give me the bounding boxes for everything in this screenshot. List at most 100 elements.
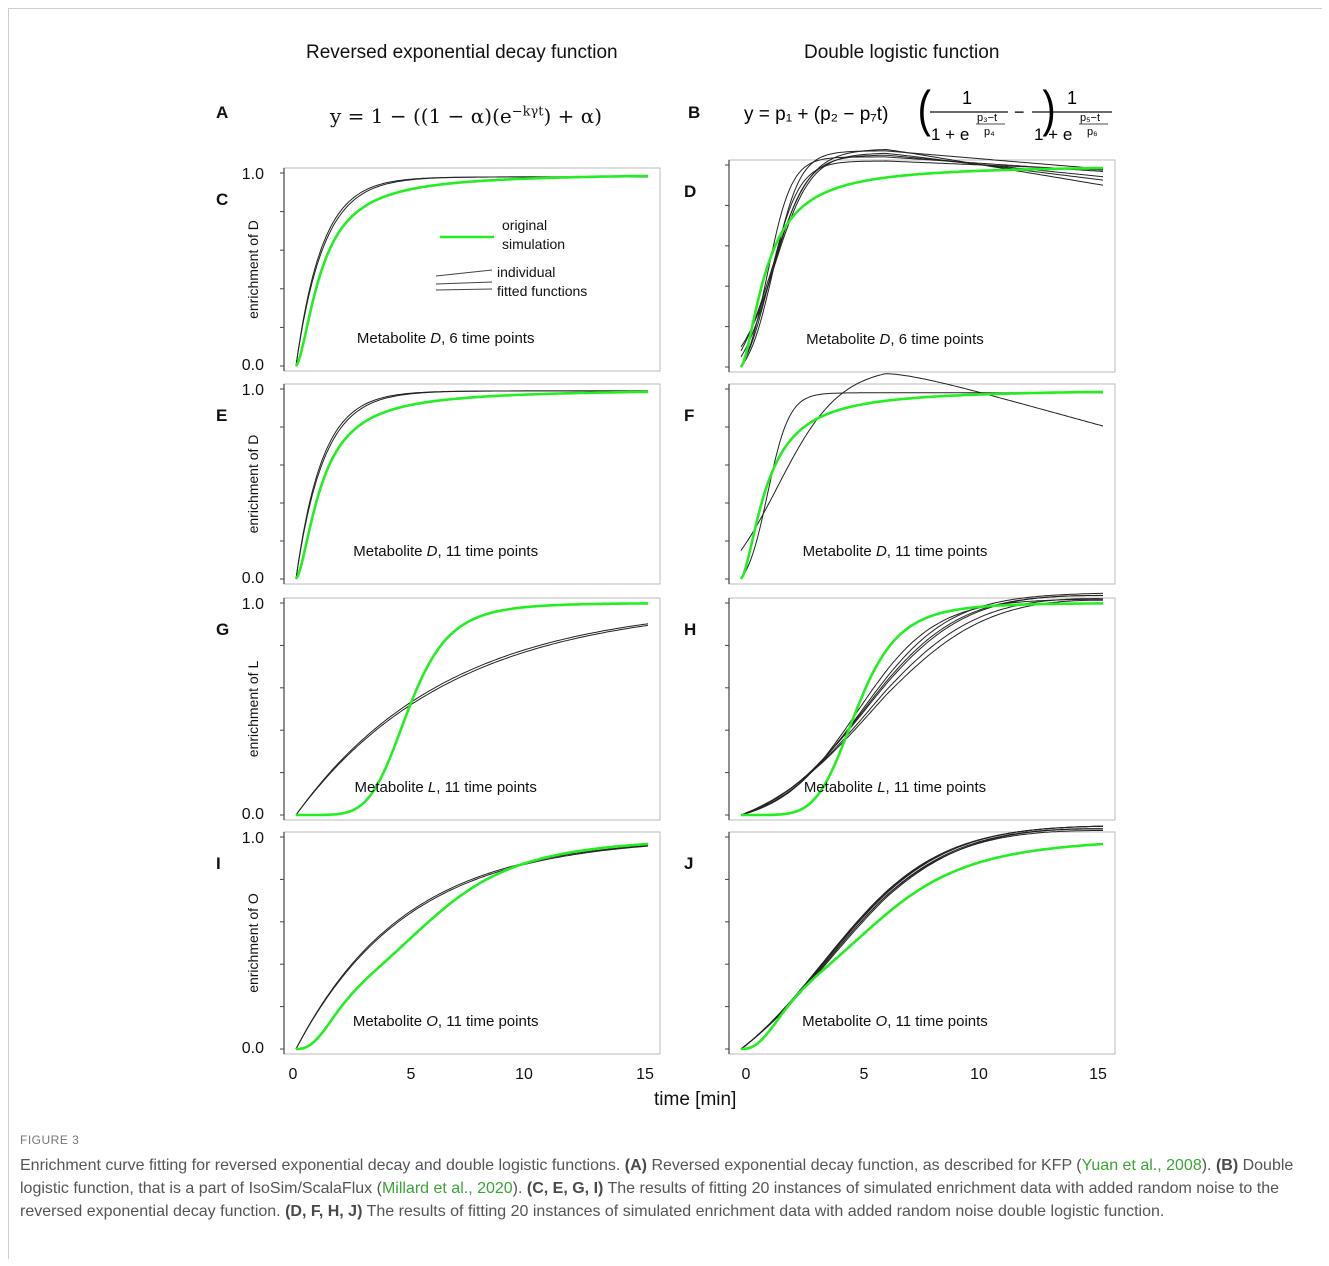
equation-b-num1: 1: [962, 88, 972, 108]
equation-a-exponent: −kγt: [511, 104, 544, 120]
chart-panel-c: C 1.0 0.0 enrichment of D Metabolite D, 6 ti…: [216, 166, 661, 374]
caption-s7: The results of fitting 20 instances of s…: [362, 1203, 1165, 1220]
y-axis-label: enrichment of D: [245, 220, 261, 319]
plot-area: [283, 167, 661, 372]
y-tick-label: 1.0: [242, 382, 264, 399]
metabolite-annotation: Metabolite D, 11 time points: [803, 543, 988, 560]
equation-b-left-paren: (: [918, 81, 931, 137]
y-tick-label: 1.0: [242, 830, 264, 847]
legend-fitted-swatch: [435, 269, 493, 277]
y-axis-label: enrichment of D: [245, 435, 261, 534]
chart-panel-j: J Metabolite O, 11 time points: [684, 825, 1116, 1055]
plot-area: [283, 831, 661, 1055]
x-tick-label: 5: [860, 1066, 869, 1083]
panel-letter-a: A: [216, 103, 229, 122]
x-tick-label: 15: [1089, 1066, 1107, 1083]
original-simulation-curve: [739, 166, 1104, 368]
y-axis-label: enrichment of O: [245, 893, 261, 993]
caption-heading: FIGURE 3: [20, 1133, 80, 1147]
original-simulation-curve: [741, 602, 1103, 817]
right-column-title: Double logistic function: [804, 42, 1000, 63]
caption-b2: (B): [1215, 1157, 1239, 1174]
x-tick-label: 10: [970, 1066, 988, 1083]
panel-letter-i: I: [216, 854, 221, 873]
equation-b-den1-base: 1 + e: [931, 125, 969, 144]
legend-fitted-swatch: [435, 288, 493, 291]
fitted-curve: [740, 598, 1104, 816]
chart-panels: C 1.0 0.0 enrichment of D Metabolite D, 6 ti…: [216, 148, 1116, 1083]
fitted-curve: [295, 390, 648, 580]
chart-panel-g: G 1.0 0.0 enrichment of L Metabolite L, 11 t…: [216, 596, 661, 823]
fitted-curve: [295, 845, 649, 1050]
caption-s1: Enrichment curve fitting for reversed ex…: [20, 1157, 625, 1174]
original-simulation-curve: [294, 174, 648, 367]
panel-letter-b: B: [688, 103, 701, 122]
chart-panel-h: H Metabolite L, 11 time points: [684, 592, 1116, 821]
caption-b4: (D, F, H, J): [285, 1203, 363, 1220]
caption-s4: Double logistic function, that is a part…: [20, 1157, 1294, 1197]
metabolite-annotation: Metabolite L, 11 time points: [355, 779, 537, 796]
metabolite-annotation: Metabolite O, 11 time points: [802, 1013, 988, 1030]
panel-letter-j: J: [684, 854, 693, 873]
caption-s3: ).: [1201, 1157, 1216, 1174]
equation-b-den2-exp-den: p₆: [1087, 126, 1098, 138]
y-tick-label: 1.0: [242, 596, 264, 613]
original-simulation-curve: [739, 390, 1103, 580]
panel-letter-e: E: [216, 406, 227, 425]
metabolite-annotation: Metabolite L, 11 time points: [804, 779, 986, 796]
legend-fitted-swatch: [435, 281, 493, 285]
caption-link-yuan[interactable]: Yuan et al., 2008: [1081, 1157, 1202, 1174]
legend: original simulation individual fitted funct…: [435, 217, 587, 299]
equation-b-right-paren: ): [1042, 81, 1055, 137]
original-simulation-curve: [296, 602, 648, 817]
legend-original-label: original: [502, 217, 547, 233]
equation-b-den2-exp-num: p₅−t: [1080, 112, 1100, 124]
original-simulation-curve: [296, 842, 649, 1051]
panel-letter-c: C: [216, 190, 228, 209]
fitted-curve: [740, 152, 1104, 348]
left-column-title: Reversed exponential decay function: [306, 42, 618, 63]
x-tick-label: 15: [636, 1066, 654, 1083]
y-tick-label: 1.0: [242, 166, 264, 183]
figure-frame: [8, 8, 1322, 1259]
plot-area: [728, 383, 1116, 585]
metabolite-annotation: Metabolite O, 11 time points: [353, 1013, 539, 1030]
equation-b-den1-exp-den: p₄: [984, 126, 995, 138]
plot-area: [283, 597, 661, 821]
caption-link-millard[interactable]: Millard et al., 2020: [381, 1180, 513, 1197]
chart-panel-e: E 1.0 0.0 enrichment of D Metabolite D, 11 t…: [216, 382, 661, 587]
panel-letter-g: G: [216, 620, 229, 639]
panel-letter-d: D: [684, 182, 696, 201]
equation-b-minus: −: [1014, 102, 1025, 122]
equation-a-text: y = 1 − ((1 − α)(e: [330, 104, 512, 128]
metabolite-annotation: Metabolite D, 6 time points: [357, 330, 535, 347]
equation-a: y = 1 − ((1 − α)(e−kγt) + α): [330, 104, 602, 128]
panel-letter-h: H: [684, 620, 696, 639]
fitted-curve: [740, 150, 1104, 368]
fitted-curve: [740, 594, 1103, 816]
equation-b-den1-exp-num: p₃−t: [977, 112, 997, 124]
equation-b-den2-base: 1 + e: [1034, 125, 1072, 144]
legend-original-label: simulation: [502, 236, 565, 252]
x-tick-label: 10: [515, 1066, 533, 1083]
legend-fitted-label: fitted functions: [497, 283, 587, 299]
x-tick-label: 0: [289, 1066, 298, 1083]
y-tick-label: 0.0: [242, 806, 264, 823]
original-simulation-curve: [294, 390, 648, 580]
x-tick-label: 0: [742, 1066, 751, 1083]
fitted-curve: [295, 624, 649, 816]
caption-b1: (A): [624, 1157, 647, 1174]
fitted-curve: [295, 623, 649, 816]
caption-s2: Reversed exponential decay function, as …: [647, 1157, 1082, 1174]
y-tick-label: 0.0: [242, 1040, 264, 1057]
y-tick-label: 0.0: [242, 570, 264, 587]
fitted-curve: [740, 156, 1104, 368]
figure-caption: Enrichment curve fitting for reversed ex…: [20, 1154, 1310, 1223]
equation-b: y = p₁ + (p₂ − p₇t) ( 1 1 + e p₃−t p₄ − …: [744, 81, 1112, 144]
caption-s5: ).: [512, 1180, 527, 1197]
panel-letter-f: F: [684, 406, 694, 425]
fitted-curve: [740, 373, 1104, 551]
chart-panel-d: D Metabolite D, 6 time points: [684, 148, 1116, 373]
x-axis-label: time [min]: [654, 1089, 737, 1110]
equation-a-tail: ) + α): [543, 104, 603, 128]
